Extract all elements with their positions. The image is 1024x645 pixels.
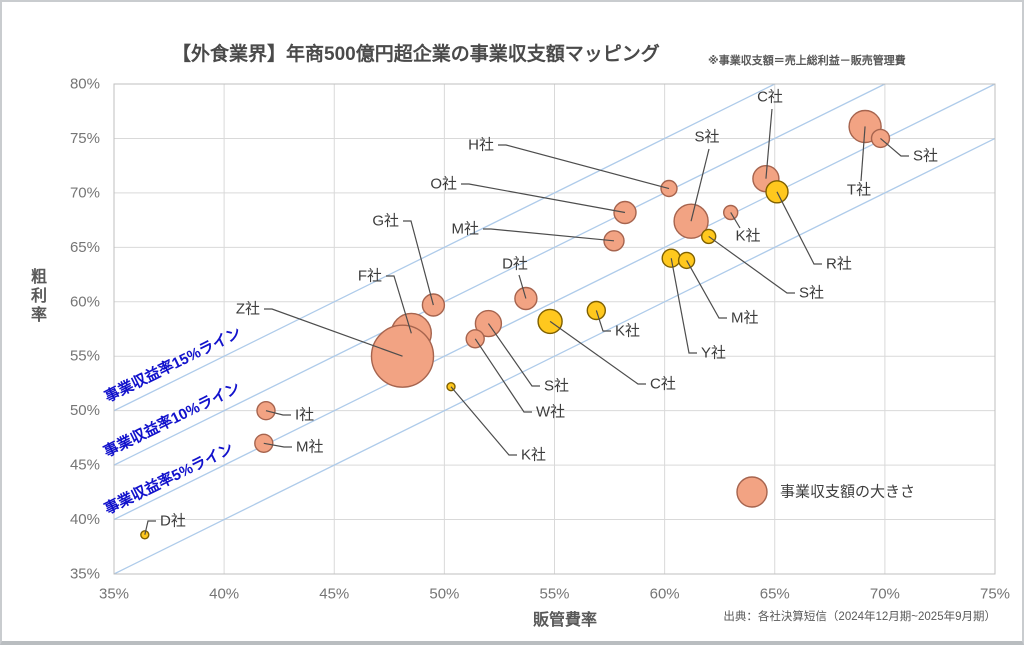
x-tick-label: 65% xyxy=(760,586,790,603)
company-bubble xyxy=(661,248,681,268)
leader-line xyxy=(730,212,741,229)
leader-line xyxy=(595,310,611,332)
y-tick-label: 35% xyxy=(70,566,100,583)
company-label: R社 xyxy=(826,256,852,273)
company-bubble xyxy=(603,230,625,252)
company-bubble xyxy=(613,200,637,225)
leader-line xyxy=(386,275,412,334)
y-tick-label: 75% xyxy=(70,130,100,147)
legend-label: 事業収支額の大きさ xyxy=(780,484,915,501)
x-tick-label: 50% xyxy=(429,586,459,603)
company-bubble xyxy=(870,128,891,149)
y-tick-label: 60% xyxy=(70,293,100,310)
y-axis-title: 粗利率 xyxy=(28,268,45,325)
company-label: M社 xyxy=(731,310,759,327)
y-tick-label: 80% xyxy=(70,76,100,93)
x-tick-label: 40% xyxy=(209,586,239,603)
source-note: 出典：各社決算短信（2024年12月期~2025年9月期） xyxy=(723,611,996,623)
leader-line xyxy=(474,338,532,413)
x-tick-label: 55% xyxy=(539,586,569,603)
company-label: S社 xyxy=(544,378,569,395)
company-label: O社 xyxy=(430,176,457,193)
leader-line xyxy=(686,260,727,319)
company-label: S社 xyxy=(913,148,938,165)
leader-line xyxy=(498,144,670,190)
profit-rate-line xyxy=(113,83,886,466)
x-tick-label: 75% xyxy=(980,586,1010,603)
leader-line xyxy=(264,308,403,357)
leader-line xyxy=(263,442,292,448)
x-axis-title: 販管費率 xyxy=(532,612,598,629)
y-tick-label: 70% xyxy=(70,184,100,201)
leader-line xyxy=(860,126,866,182)
profit-rate-line xyxy=(113,137,996,575)
leader-line xyxy=(518,274,527,299)
leader-line xyxy=(487,323,540,387)
company-label: S社 xyxy=(694,129,719,146)
company-label: G社 xyxy=(372,213,399,230)
plot-border xyxy=(113,83,996,575)
leader-line xyxy=(483,228,615,242)
x-tick-label: 35% xyxy=(99,586,129,603)
leader-line xyxy=(450,386,517,456)
y-tick-label: 65% xyxy=(70,239,100,256)
company-label: K社 xyxy=(521,447,546,464)
leader-line xyxy=(549,320,646,385)
company-label: D社 xyxy=(502,256,528,273)
company-label: K社 xyxy=(735,228,760,245)
company-label: M社 xyxy=(452,221,480,238)
company-label: M社 xyxy=(296,439,324,456)
leader-line xyxy=(265,410,291,416)
leader-line xyxy=(776,191,822,265)
company-label: K社 xyxy=(615,323,640,340)
company-label: C社 xyxy=(650,376,676,393)
page-title: 【外食業界】年商500億円超企業の事業収支額マッピング xyxy=(172,44,660,65)
x-tick-label: 70% xyxy=(870,586,900,603)
y-tick-label: 55% xyxy=(70,348,100,365)
company-label: W社 xyxy=(536,404,565,421)
leader-line xyxy=(461,183,626,214)
company-bubble xyxy=(586,300,606,321)
company-label: D社 xyxy=(160,513,186,530)
company-label: Z社 xyxy=(236,301,260,318)
leader-line xyxy=(690,148,710,222)
chart-subtitle-note: ※事業収支額＝売上総利益－販売管理費 xyxy=(708,55,906,67)
y-tick-label: 45% xyxy=(70,457,100,474)
leader-line xyxy=(880,137,909,157)
company-bubble xyxy=(701,228,717,245)
company-bubble xyxy=(677,251,696,270)
company-label: I社 xyxy=(295,407,314,424)
profit-rate-line xyxy=(113,83,776,412)
leader-line xyxy=(765,108,773,179)
company-bubble xyxy=(465,329,485,349)
leader-line xyxy=(708,235,795,294)
leader-line xyxy=(670,258,697,354)
company-label: F社 xyxy=(358,268,382,285)
company-label: Y社 xyxy=(701,345,726,362)
leader-line xyxy=(144,520,156,535)
leader-line xyxy=(403,220,434,306)
company-label: S社 xyxy=(799,285,824,302)
y-tick-label: 50% xyxy=(70,402,100,419)
company-label: H社 xyxy=(468,137,494,154)
company-label: C社 xyxy=(757,89,783,106)
legend-bubble-icon xyxy=(736,476,768,508)
x-tick-label: 45% xyxy=(319,586,349,603)
x-tick-label: 60% xyxy=(650,586,680,603)
y-tick-label: 40% xyxy=(70,511,100,528)
company-bubble xyxy=(140,530,150,540)
company-label: T社 xyxy=(847,182,871,199)
